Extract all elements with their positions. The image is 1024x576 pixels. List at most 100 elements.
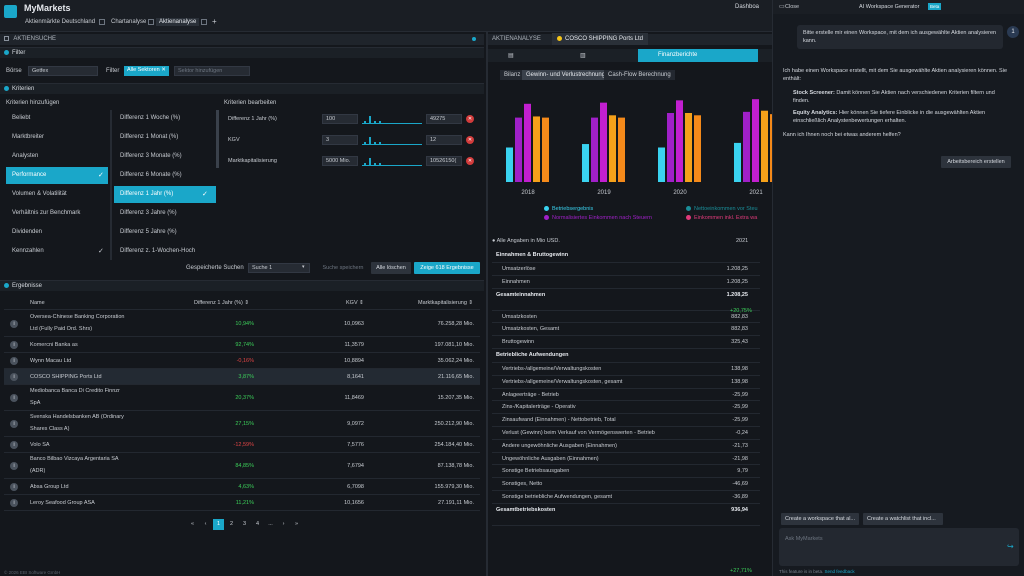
remove-criteria-icon[interactable]: ✕ — [466, 136, 474, 144]
financial-row[interactable]: Sonstige betriebliche Aufwendungen, gesa… — [492, 491, 760, 504]
col-kgv[interactable]: KGV ⇕ — [346, 300, 364, 306]
col-cap[interactable]: Marktkapitalisierung ⇕ — [418, 300, 474, 306]
page-button[interactable]: ‹ — [204, 521, 207, 527]
filter-section[interactable]: Filter — [0, 47, 484, 58]
tab-close-icon[interactable] — [148, 19, 154, 25]
financial-row[interactable]: Andere ungewöhnliche Ausgaben (Einnahmen… — [492, 440, 760, 453]
table-row[interactable]: i Absa Group Ltd 4,63% 6,7098 155.979,30 Mio… — [4, 479, 480, 495]
criteria-option[interactable]: Differenz z. 1-Wochen-Hoch — [120, 248, 196, 254]
save-search-button[interactable]: Suche speichern — [322, 265, 364, 271]
range-slider[interactable] — [362, 135, 422, 145]
col-name[interactable]: Name — [30, 300, 45, 306]
tab-aktienanalyse[interactable]: Aktienanalyse — [156, 18, 200, 26]
criteria-category[interactable]: Kennzahlen — [12, 248, 44, 254]
close-button[interactable]: Close — [785, 4, 800, 10]
criteria-option[interactable]: Differenz 1 Jahr (%) — [114, 186, 216, 203]
stock-name[interactable]: Komercni Banka as — [30, 342, 78, 348]
chart-bar[interactable] — [600, 102, 607, 182]
financials-tab[interactable]: Finanzberichte — [638, 49, 758, 62]
suggestion-button[interactable]: Create a watchlist that incl... — [863, 513, 943, 525]
scrollbar[interactable] — [110, 110, 112, 260]
remove-tag-icon[interactable]: ✕ — [161, 67, 166, 73]
chart-bar[interactable] — [770, 114, 772, 182]
send-icon[interactable]: ↪ — [1007, 542, 1014, 551]
page-button[interactable]: 4 — [255, 521, 260, 527]
page-button[interactable]: 2 — [229, 521, 234, 527]
subtab-guv[interactable]: Gewinn- und Verlustrechnung — [522, 70, 610, 80]
tab-close-icon[interactable] — [99, 19, 105, 25]
info-icon[interactable]: i — [10, 341, 18, 349]
chart-bar[interactable] — [685, 113, 692, 182]
criteria-option[interactable]: Differenz 1 Monat (%) — [120, 134, 179, 140]
info-icon[interactable]: i — [10, 483, 18, 491]
financial-row[interactable]: Sonstige Betriebsausgaben 9,79 — [492, 465, 760, 479]
chart-bar[interactable] — [667, 113, 674, 182]
chart-bar[interactable] — [676, 100, 683, 182]
criteria-section[interactable]: Kriterien — [0, 83, 484, 94]
remove-criteria-icon[interactable]: ✕ — [466, 157, 474, 165]
chart-bar[interactable] — [761, 110, 768, 182]
info-icon[interactable]: i — [10, 357, 18, 365]
criteria-category[interactable]: Analysten — [12, 153, 39, 159]
financial-row[interactable]: Vertriebs-/allgemeine/Verwaltungskosten 1… — [492, 363, 760, 376]
chart-bar[interactable] — [734, 142, 741, 182]
saved-search-select[interactable]: Suche 1 — [248, 263, 310, 273]
stock-name[interactable]: Absa Group Ltd — [30, 484, 69, 490]
stock-name[interactable]: Wynn Macau Ltd — [30, 358, 72, 364]
criteria-max-input[interactable]: 49275 — [426, 114, 462, 124]
info-icon[interactable]: i — [10, 373, 18, 381]
chart-bar[interactable] — [752, 99, 759, 182]
stock-name-line2[interactable]: Shares Class A) — [30, 426, 70, 432]
financial-row[interactable]: Umsatzkosten, Gesamt 882,83 — [492, 323, 760, 337]
financial-row[interactable]: Gesamteinnahmen 1.208,25 — [492, 289, 760, 311]
legend-item[interactable]: Betriebsergebnis — [544, 206, 682, 212]
criteria-option[interactable]: Differenz 3 Jahre (%) — [120, 210, 177, 216]
criteria-min-input[interactable]: 3 — [322, 135, 358, 145]
table-row[interactable]: i Mediobanca Banca Di Credito Finnzr SpA 20… — [4, 385, 480, 411]
financial-row[interactable]: Bruttogewinn 325,43 — [492, 336, 760, 349]
tab-aktienmaerkte[interactable]: Aktienmärkte Deutschland — [25, 19, 96, 25]
legend-item[interactable]: Normalisiertes Einkommen nach Steuern — [544, 215, 682, 221]
tab-close-icon[interactable] — [201, 19, 207, 25]
financial-row[interactable]: Umsatzkosten 882,83 — [492, 311, 760, 324]
stock-name[interactable]: COSCO SHIPPING Ports Ltd — [30, 374, 102, 380]
financial-row[interactable]: Sonstiges, Netto -46,69 — [492, 478, 760, 491]
stock-name-line2[interactable]: Ltd (Fully Paid Ord. Shrs) — [30, 326, 93, 332]
financial-row[interactable]: Vertriebs-/allgemeine/Verwaltungskosten,… — [492, 376, 760, 389]
chart-bar[interactable] — [743, 111, 750, 182]
info-icon[interactable]: i — [10, 441, 18, 449]
criteria-max-input[interactable]: 10526150( — [426, 156, 462, 166]
criteria-category[interactable]: Performance — [6, 167, 108, 184]
add-tab-button[interactable]: + — [212, 17, 217, 26]
table-row[interactable]: i COSCO SHIPPING Ports Ltd 3,87% 8,1641 21.1… — [4, 369, 480, 385]
chart-bar[interactable] — [591, 117, 598, 182]
criteria-category[interactable]: Volumen & Volatilität — [12, 191, 67, 197]
financial-row[interactable]: Einnahmen & Bruttogewinn — [492, 249, 760, 263]
stock-name[interactable]: Volo SA — [30, 442, 50, 448]
chart-bar[interactable] — [533, 116, 540, 182]
criteria-option[interactable]: Differenz 5 Jahre (%) — [120, 229, 177, 235]
subtab-bilanz[interactable]: Bilanz — [500, 70, 525, 80]
page-button[interactable]: 1 — [213, 519, 224, 530]
table-row[interactable]: i Leroy Seafood Group ASA 11,21% 10,1656 27.… — [4, 495, 480, 511]
criteria-category[interactable]: Marktbreiter — [12, 134, 45, 140]
tab-chartanalyse[interactable]: Chartanalyse — [111, 19, 147, 25]
chart-icon[interactable]: ▥ — [580, 53, 586, 59]
chart-bar[interactable] — [658, 147, 665, 183]
financial-row[interactable]: Verlust (Gewinn) beim Verkauf von Vermög… — [492, 427, 760, 440]
chart-bar[interactable] — [515, 117, 522, 182]
info-icon[interactable]: i — [10, 320, 18, 328]
chart-bar[interactable] — [609, 115, 616, 182]
financial-row[interactable]: Einnahmen 1.208,25 — [492, 276, 760, 289]
stock-name[interactable]: Banco Bilbao Vizcaya Argentaria SA — [30, 456, 119, 462]
dashboard-button[interactable]: Dashboa — [735, 4, 760, 10]
chat-input[interactable]: Ask MyMarkets ↪ — [779, 528, 1019, 566]
criteria-option[interactable]: Differenz 6 Monate (%) — [120, 172, 182, 178]
financial-row[interactable]: Ungewöhnliche Ausgaben (Einnahmen) -21,98 — [492, 453, 760, 466]
info-icon[interactable]: i — [10, 420, 18, 428]
clear-all-button[interactable]: Alle löschen — [371, 262, 411, 274]
chart-bar[interactable] — [524, 103, 531, 182]
suggestion-button[interactable]: Create a workspace that al... — [781, 513, 859, 525]
financial-row[interactable]: Zinsaufwand (Einnahmen) - Nettobetrieb, … — [492, 414, 760, 427]
table-row[interactable]: i Wynn Macau Ltd -0,16% 10,8894 35.062,24 Mi… — [4, 353, 480, 369]
